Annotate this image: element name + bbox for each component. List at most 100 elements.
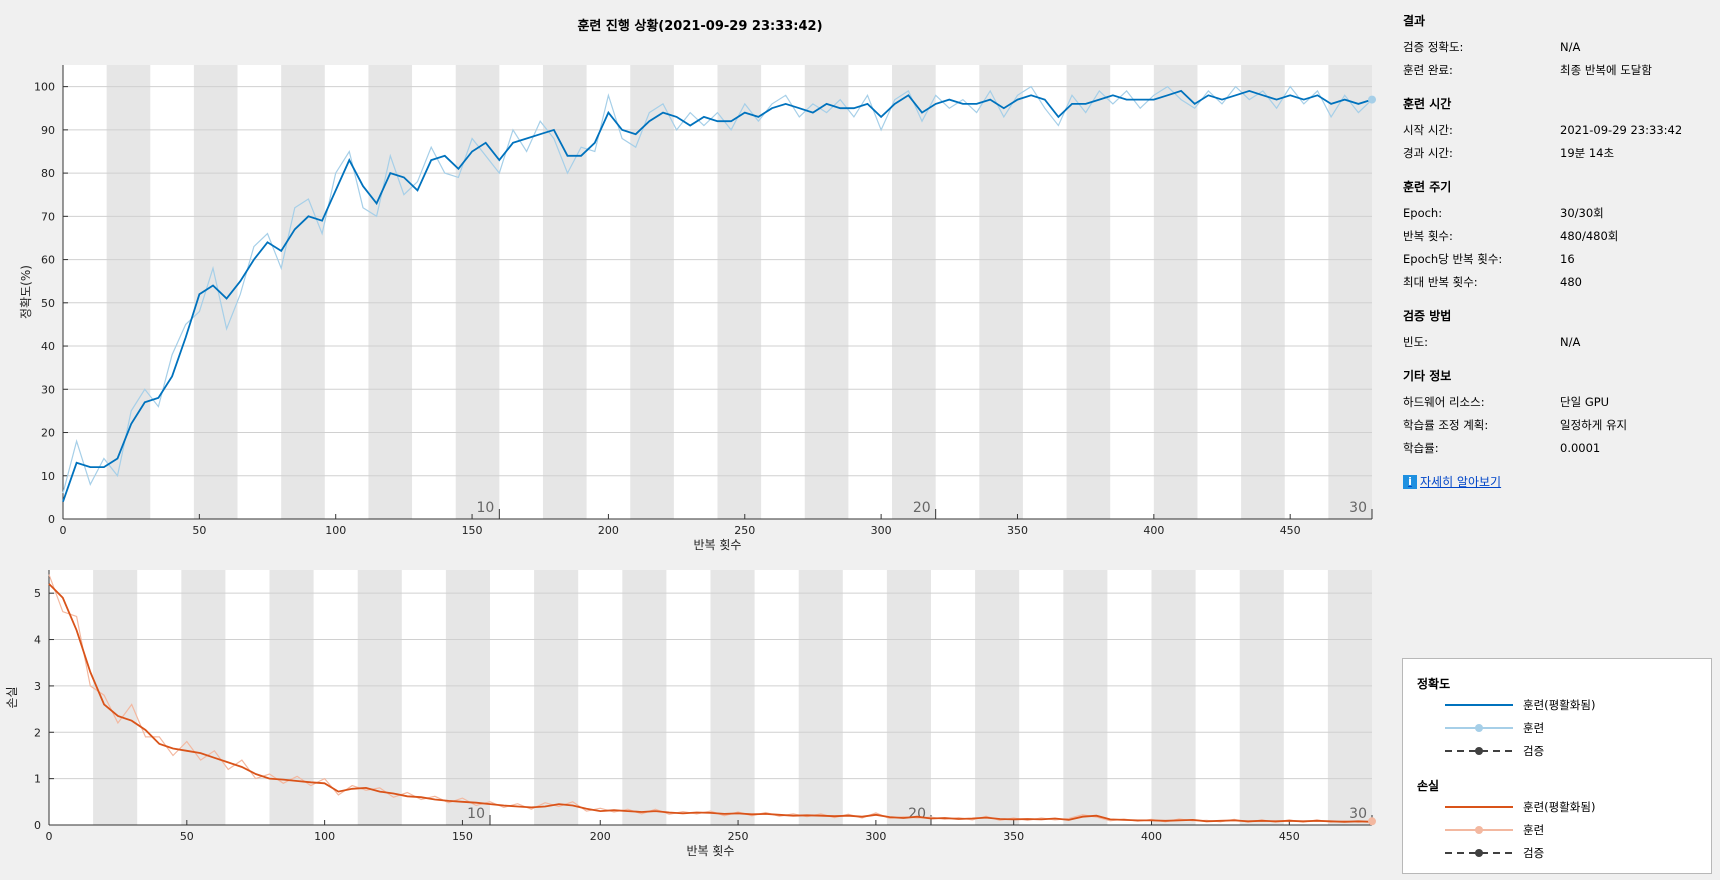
- info-value: 19분 14초: [1560, 145, 1615, 160]
- info-row: 최대 반복 횟수: 480: [1403, 270, 1703, 293]
- legend-acc-smoothed: 훈련(평활화됨): [1443, 695, 1703, 715]
- acc-x-tick-label: 300: [871, 524, 892, 537]
- legend-acc-validation-label: 검증: [1523, 744, 1545, 758]
- loss-epoch-band: [1239, 570, 1284, 825]
- info-value: 480/480회: [1560, 228, 1619, 243]
- acc-x-tick-label: 50: [192, 524, 206, 537]
- acc-x-tick-label: 150: [462, 524, 483, 537]
- loss-epoch-band: [534, 570, 579, 825]
- legend-acc-training: 훈련: [1443, 718, 1703, 738]
- section-title: 결과: [1403, 14, 1426, 28]
- info-row: Epoch당 반복 횟수: 16: [1403, 247, 1703, 270]
- acc-epoch-label: 20: [913, 500, 931, 516]
- training-plots: 훈련 진행 상황(2021-09-29 23:33:42)01020304050…: [5, 18, 1376, 858]
- acc-epoch-band: [804, 65, 849, 519]
- loss-epoch-band: [1063, 570, 1108, 825]
- acc-y-tick-label: 80: [41, 167, 55, 180]
- info-row: 시작 시간: 2021-09-29 23:33:42: [1403, 118, 1703, 141]
- info-value: 480: [1560, 274, 1582, 289]
- acc-y-tick-label: 60: [41, 254, 55, 267]
- acc-epoch-band: [979, 65, 1023, 519]
- info-sections: 결과 검증 정확도: N/A 훈련 완료: 최종 반복에 도달함 훈련 시간 시작 시간: 2…: [1403, 12, 1703, 459]
- loss-x-axis-label: 반복 횟수: [687, 844, 735, 858]
- section-title: 훈련 주기: [1403, 180, 1452, 194]
- loss-training-line: [48, 574, 1373, 823]
- info-value: 16: [1560, 251, 1575, 266]
- loss-y-tick-label: 2: [34, 726, 41, 739]
- info-value: 30/30회: [1560, 205, 1604, 220]
- info-key: 검증 정확도:: [1403, 39, 1464, 54]
- info-value: N/A: [1560, 39, 1581, 54]
- acc-x-tick-label: 400: [1143, 524, 1164, 537]
- acc-y-tick-label: 10: [41, 470, 55, 483]
- info-key: 훈련 완료:: [1403, 62, 1453, 77]
- section-title: 기타 정보: [1403, 369, 1452, 383]
- acc-y-tick-label: 90: [41, 124, 55, 137]
- info-value: 일정하게 유지: [1560, 417, 1628, 432]
- learn-more-link[interactable]: i 자세히 알아보기: [1403, 473, 1703, 490]
- info-value: N/A: [1560, 334, 1581, 349]
- legend-loss-validation: 검증: [1443, 843, 1703, 863]
- acc-x-tick-label: 350: [1007, 524, 1028, 537]
- info-row: Epoch: 30/30회: [1403, 201, 1703, 224]
- legend-acc-validation: 검증: [1443, 741, 1703, 761]
- info-row: 학습률: 0.0001: [1403, 436, 1703, 459]
- loss-epoch-band: [181, 570, 226, 825]
- acc-epoch-band: [455, 65, 500, 519]
- legend-acc-smoothed-label: 훈련(평활화됨): [1523, 698, 1596, 712]
- acc-y-tick-label: 20: [41, 427, 55, 440]
- loss-epoch-band: [269, 570, 314, 825]
- acc-epoch-band: [892, 65, 936, 519]
- loss-epoch-label: 10: [467, 806, 485, 822]
- acc-y-tick-label: 40: [41, 340, 55, 353]
- info-value: 단일 GPU: [1560, 394, 1610, 409]
- acc-y-tick-label: 0: [48, 513, 55, 526]
- acc-epoch-band: [717, 65, 762, 519]
- info-value: 최종 반복에 도달함: [1560, 62, 1652, 77]
- loss-y-tick-label: 5: [34, 587, 41, 600]
- legend-box: 정확도 훈련(평활화됨) 훈련 검증 손실 훈련(평활화됨) 훈련 검증: [1402, 658, 1712, 874]
- loss-epoch-band: [975, 570, 1020, 825]
- loss-x-tick-label: 100: [314, 830, 335, 843]
- loss-x-tick-label: 400: [1141, 830, 1162, 843]
- legend-loss-training-label: 훈련: [1523, 823, 1545, 837]
- loss-x-tick-label: 350: [1003, 830, 1024, 843]
- section-title: 검증 방법: [1403, 309, 1452, 323]
- legend-loss-training: 훈련: [1443, 820, 1703, 840]
- loss-y-tick-label: 1: [34, 773, 41, 786]
- acc-smoothed-line: [62, 89, 1373, 502]
- info-key: Epoch당 반복 횟수:: [1403, 251, 1503, 266]
- acc-epoch-band: [542, 65, 587, 519]
- legend-loss-validation-line: [1445, 849, 1513, 857]
- legend-loss-validation-label: 검증: [1523, 846, 1545, 860]
- loss-epoch-band: [445, 570, 490, 825]
- info-row: 학습률 조정 계획: 일정하게 유지: [1403, 413, 1703, 436]
- acc-y-tick-label: 30: [41, 383, 55, 396]
- loss-y-tick-label: 4: [34, 634, 41, 647]
- legend-loss-title: 손실: [1417, 779, 1440, 793]
- info-value: 0.0001: [1560, 440, 1601, 455]
- acc-epoch-band: [630, 65, 674, 519]
- loss-x-tick-label: 150: [452, 830, 473, 843]
- acc-x-tick-label: 0: [60, 524, 67, 537]
- acc-x-tick-label: 200: [598, 524, 619, 537]
- info-row: 훈련 완료: 최종 반복에 도달함: [1403, 58, 1703, 81]
- loss-x-tick-label: 0: [46, 830, 53, 843]
- legend-loss-training-line: [1445, 826, 1513, 834]
- info-key: 시작 시간:: [1403, 122, 1453, 137]
- info-key: 경과 시간:: [1403, 145, 1453, 160]
- info-row: 반복 횟수: 480/480회: [1403, 224, 1703, 247]
- acc-epoch-band: [368, 65, 413, 519]
- acc-epoch-band: [1066, 65, 1111, 519]
- loss-epoch-band: [798, 570, 843, 825]
- info-key: 빈도:: [1403, 334, 1429, 349]
- info-row: 검증 정확도: N/A: [1403, 35, 1703, 58]
- acc-x-tick-label: 450: [1280, 524, 1301, 537]
- loss-epoch-label: 20: [908, 806, 926, 822]
- acc-final-point: [1368, 95, 1376, 104]
- info-key: Epoch:: [1403, 205, 1443, 220]
- info-key: 최대 반복 횟수:: [1403, 274, 1478, 289]
- loss-y-tick-label: 0: [34, 819, 41, 832]
- acc-y-axis-label: 정확도(%): [19, 265, 33, 319]
- acc-y-tick-label: 70: [41, 210, 55, 223]
